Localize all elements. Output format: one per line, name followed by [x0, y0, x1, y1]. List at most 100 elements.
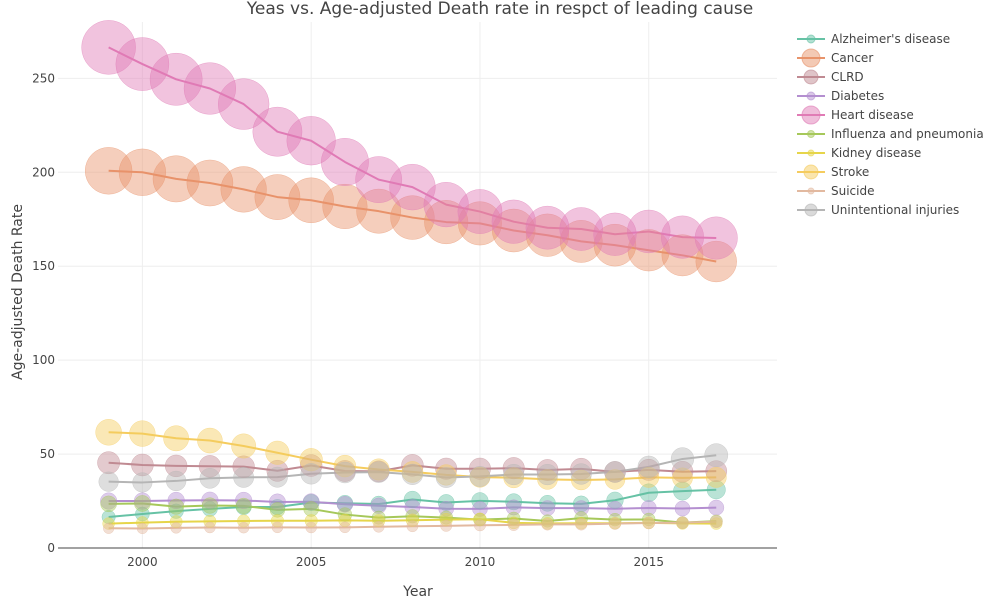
point-influenza-and-pneumonia[interactable]	[201, 497, 219, 514]
point-cancer[interactable]	[390, 195, 435, 240]
point-unintentional-injuries[interactable]	[704, 443, 729, 468]
legend-item-alzheimer-s-disease[interactable]: Alzheimer's disease	[797, 32, 950, 46]
point-kidney-disease[interactable]	[338, 513, 352, 527]
point-cancer[interactable]	[118, 148, 167, 196]
point-alzheimer-s-disease[interactable]	[370, 495, 387, 513]
point-clrd[interactable]	[705, 460, 728, 482]
point-cancer[interactable]	[627, 229, 670, 272]
point-kidney-disease[interactable]	[405, 513, 420, 527]
point-clrd[interactable]	[131, 453, 154, 477]
point-suicide[interactable]	[237, 522, 250, 534]
legend[interactable]: Alzheimer's disease Cancer CLRD Diabetes Hea…	[797, 32, 984, 217]
point-unintentional-injuries[interactable]	[267, 466, 288, 488]
point-alzheimer-s-disease[interactable]	[471, 492, 489, 510]
point-suicide[interactable]	[339, 521, 351, 534]
point-unintentional-injuries[interactable]	[300, 463, 322, 485]
point-influenza-and-pneumonia[interactable]	[540, 514, 554, 528]
point-stroke[interactable]	[299, 448, 323, 472]
point-heart-disease[interactable]	[183, 62, 237, 115]
point-diabetes[interactable]	[472, 501, 488, 517]
point-influenza-and-pneumonia[interactable]	[506, 511, 521, 526]
point-heart-disease[interactable]	[660, 215, 705, 259]
point-alzheimer-s-disease[interactable]	[168, 503, 184, 519]
point-cancer[interactable]	[254, 174, 301, 220]
point-influenza-and-pneumonia[interactable]	[168, 498, 185, 515]
point-clrd[interactable]	[97, 451, 121, 475]
point-diabetes[interactable]	[539, 500, 556, 517]
point-influenza-and-pneumonia[interactable]	[608, 512, 622, 527]
point-unintentional-injuries[interactable]	[469, 465, 491, 487]
point-clrd[interactable]	[502, 457, 525, 480]
point-suicide[interactable]	[170, 522, 182, 534]
point-stroke[interactable]	[503, 467, 525, 489]
legend-item-stroke[interactable]: Stroke	[797, 164, 869, 180]
point-suicide[interactable]	[372, 520, 385, 533]
point-unintentional-injuries[interactable]	[401, 463, 424, 485]
point-suicide[interactable]	[507, 518, 520, 531]
point-clrd[interactable]	[299, 454, 323, 477]
point-kidney-disease[interactable]	[102, 517, 115, 530]
point-clrd[interactable]	[232, 455, 255, 478]
point-clrd[interactable]	[536, 459, 559, 481]
point-unintentional-injuries[interactable]	[166, 470, 187, 492]
point-stroke[interactable]	[95, 419, 122, 446]
point-unintentional-injuries[interactable]	[570, 463, 592, 485]
point-stroke[interactable]	[638, 466, 660, 488]
point-suicide[interactable]	[676, 516, 689, 529]
point-unintentional-injuries[interactable]	[199, 467, 221, 489]
point-kidney-disease[interactable]	[304, 514, 318, 528]
point-unintentional-injuries[interactable]	[435, 467, 457, 488]
point-alzheimer-s-disease[interactable]	[505, 493, 523, 511]
point-cancer[interactable]	[84, 147, 133, 195]
point-heart-disease[interactable]	[525, 205, 570, 250]
point-suicide[interactable]	[575, 518, 588, 531]
point-heart-disease[interactable]	[81, 20, 136, 75]
point-diabetes[interactable]	[505, 499, 522, 516]
point-heart-disease[interactable]	[491, 199, 536, 244]
point-influenza-and-pneumonia[interactable]	[134, 495, 151, 512]
point-diabetes[interactable]	[302, 493, 320, 511]
point-diabetes[interactable]	[640, 500, 657, 516]
point-heart-disease[interactable]	[559, 207, 604, 251]
point-clrd[interactable]	[570, 457, 593, 480]
point-clrd[interactable]	[266, 459, 289, 482]
point-unintentional-injuries[interactable]	[98, 471, 119, 492]
legend-item-influenza-and-pneumonia[interactable]: Influenza and pneumonia	[797, 127, 984, 141]
point-cancer[interactable]	[661, 234, 704, 277]
point-suicide[interactable]	[709, 515, 723, 529]
point-diabetes[interactable]	[201, 491, 219, 509]
point-clrd[interactable]	[468, 457, 491, 480]
point-diabetes[interactable]	[133, 492, 151, 510]
point-diabetes[interactable]	[607, 500, 623, 517]
point-alzheimer-s-disease[interactable]	[539, 494, 556, 512]
point-influenza-and-pneumonia[interactable]	[235, 497, 252, 514]
point-diabetes[interactable]	[674, 500, 691, 517]
point-influenza-and-pneumonia[interactable]	[371, 510, 386, 525]
point-suicide[interactable]	[305, 521, 317, 534]
legend-item-heart-disease[interactable]: Heart disease	[797, 105, 914, 125]
point-influenza-and-pneumonia[interactable]	[337, 507, 353, 522]
point-unintentional-injuries[interactable]	[670, 447, 695, 471]
point-alzheimer-s-disease[interactable]	[269, 499, 286, 516]
point-diabetes[interactable]	[370, 497, 387, 514]
point-kidney-disease[interactable]	[136, 516, 149, 529]
point-kidney-disease[interactable]	[473, 512, 487, 526]
point-diabetes[interactable]	[235, 491, 253, 510]
point-stroke[interactable]	[672, 467, 693, 489]
point-suicide[interactable]	[440, 519, 453, 532]
point-alzheimer-s-disease[interactable]	[673, 481, 692, 501]
point-heart-disease[interactable]	[355, 156, 403, 204]
point-heart-disease[interactable]	[252, 106, 303, 157]
point-influenza-and-pneumonia[interactable]	[303, 501, 319, 517]
point-cancer[interactable]	[424, 200, 469, 245]
point-clrd[interactable]	[164, 454, 188, 478]
point-clrd[interactable]	[435, 457, 458, 480]
point-stroke[interactable]	[231, 433, 257, 459]
point-stroke[interactable]	[435, 464, 457, 486]
point-diabetes[interactable]	[708, 499, 725, 516]
point-unintentional-injuries[interactable]	[233, 466, 255, 488]
point-influenza-and-pneumonia[interactable]	[574, 511, 589, 525]
point-cancer[interactable]	[525, 213, 570, 257]
point-clrd[interactable]	[401, 454, 424, 477]
point-kidney-disease[interactable]	[270, 514, 284, 528]
